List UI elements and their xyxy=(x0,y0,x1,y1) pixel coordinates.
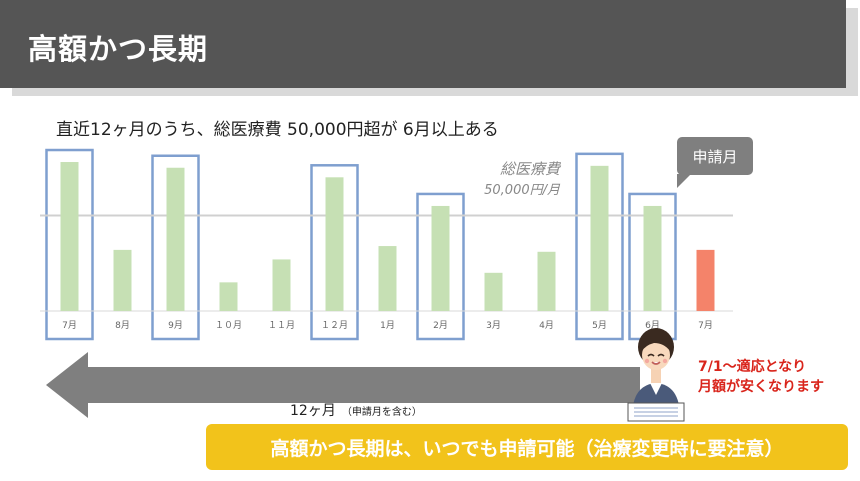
application-month-callout: 申請月 xyxy=(677,137,753,188)
page-title: 高額かつ長期 xyxy=(28,32,209,66)
tick-label-12: 7月 xyxy=(698,320,713,331)
tick-label-8: 3月 xyxy=(486,320,501,331)
threshold-label-line1: 総医療費 xyxy=(499,160,560,178)
tick-label-5: １２月 xyxy=(321,320,348,331)
bar-4 xyxy=(272,259,291,311)
tick-label-4: １１月 xyxy=(268,320,295,331)
application-note: 7/1～適応となり 月額が安くなります xyxy=(698,357,824,397)
bar-12 xyxy=(696,249,715,311)
bar-8 xyxy=(484,272,503,311)
tick-label-3: １０月 xyxy=(215,320,242,331)
person-illustration-icon xyxy=(627,328,685,422)
arrow-label: 12ヶ月 （申請月を含む） xyxy=(290,400,422,420)
arrow-label-main: 12ヶ月 xyxy=(290,403,336,419)
bar-10 xyxy=(590,165,609,311)
bar-0 xyxy=(60,162,79,311)
tick-label-10: 5月 xyxy=(592,320,607,331)
tick-label-2: 9月 xyxy=(168,320,183,331)
highlight-box-0 xyxy=(45,148,94,341)
info-banner: 高額かつ長期は、いつでも申請可能（治療変更時に要注意） xyxy=(206,424,848,470)
tick-label-11: 6月 xyxy=(645,320,660,331)
note-line2: 月額が安くなります xyxy=(698,379,824,395)
bar-11 xyxy=(643,205,662,311)
threshold-label-line2: 50,000円/月 xyxy=(484,183,560,198)
header-bar: 高額かつ長期 xyxy=(0,0,846,88)
bar-9 xyxy=(537,251,556,311)
tick-label-1: 8月 xyxy=(115,320,130,331)
bar-3 xyxy=(219,282,238,311)
tick-label-0: 7月 xyxy=(62,320,77,331)
bar-5 xyxy=(325,177,344,311)
bar-1 xyxy=(113,249,132,311)
tick-label-9: 4月 xyxy=(539,320,554,331)
note-line1: 7/1～適応となり xyxy=(698,359,807,375)
tick-label-7: 2月 xyxy=(433,320,448,331)
highlight-box-10 xyxy=(575,152,624,341)
bar-2 xyxy=(166,167,185,311)
twelve-month-arrow xyxy=(46,352,640,418)
bar-6 xyxy=(378,246,397,311)
highlight-box-5 xyxy=(310,164,359,341)
arrow-label-sub: （申請月を含む） xyxy=(341,407,422,418)
chart-subtitle: 直近12ヶ月のうち、総医療費 50,000円超が 6月以上ある xyxy=(56,120,499,140)
highlight-box-2 xyxy=(151,154,200,341)
tick-label-6: 1月 xyxy=(380,320,395,331)
bar-7 xyxy=(431,205,450,311)
threshold-label: 総医療費 50,000円/月 xyxy=(470,158,560,202)
highlight-box-7 xyxy=(416,192,465,341)
